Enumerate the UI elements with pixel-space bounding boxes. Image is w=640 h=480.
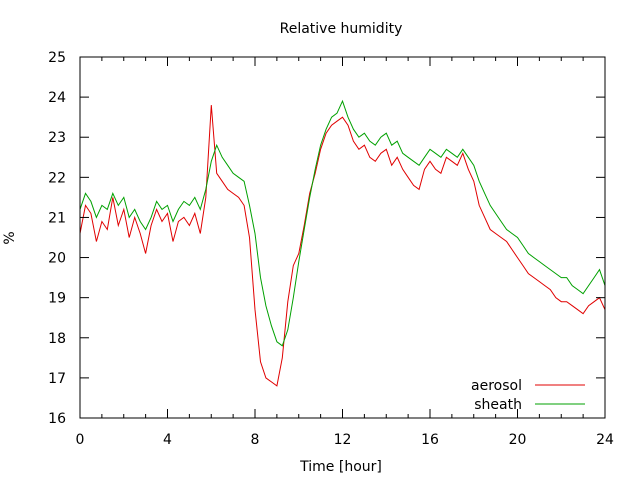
y-tick-label: 17 — [48, 371, 66, 387]
x-tick-label: 24 — [596, 432, 614, 448]
x-tick-label: 8 — [251, 432, 260, 448]
series-line-sheath — [79, 99, 606, 347]
y-tick-label: 20 — [48, 251, 66, 267]
legend: aerosol sheath — [471, 378, 585, 413]
y-tick-label: 18 — [48, 331, 66, 347]
x-tick-label: 16 — [421, 432, 439, 448]
plot-lines — [79, 99, 606, 387]
chart-title: Relative humidity — [280, 21, 403, 37]
x-tick-label: 20 — [509, 432, 527, 448]
axis-tick-labels: 0 4 8 12 16 20 24 16 17 18 19 20 21 22 23 24 25 — [48, 50, 614, 448]
y-axis-label: % — [2, 231, 18, 244]
axis-ticks — [79, 56, 606, 419]
legend-label-aerosol: aerosol — [471, 378, 522, 394]
x-tick-label: 4 — [163, 432, 172, 448]
y-tick-label: 23 — [48, 130, 66, 146]
legend-label-sheath: sheath — [474, 397, 522, 413]
y-tick-label: 24 — [48, 90, 66, 106]
x-tick-label: 0 — [76, 432, 85, 448]
x-tick-label: 12 — [334, 432, 352, 448]
plot-frame — [79, 56, 606, 419]
y-tick-label: 22 — [48, 170, 66, 186]
series-line-aerosol — [79, 105, 606, 387]
y-tick-label: 21 — [48, 210, 66, 226]
y-tick-label: 16 — [48, 411, 66, 427]
y-tick-label: 25 — [48, 50, 66, 66]
y-tick-label: 19 — [48, 291, 66, 307]
x-axis-label: Time [hour] — [299, 459, 382, 475]
